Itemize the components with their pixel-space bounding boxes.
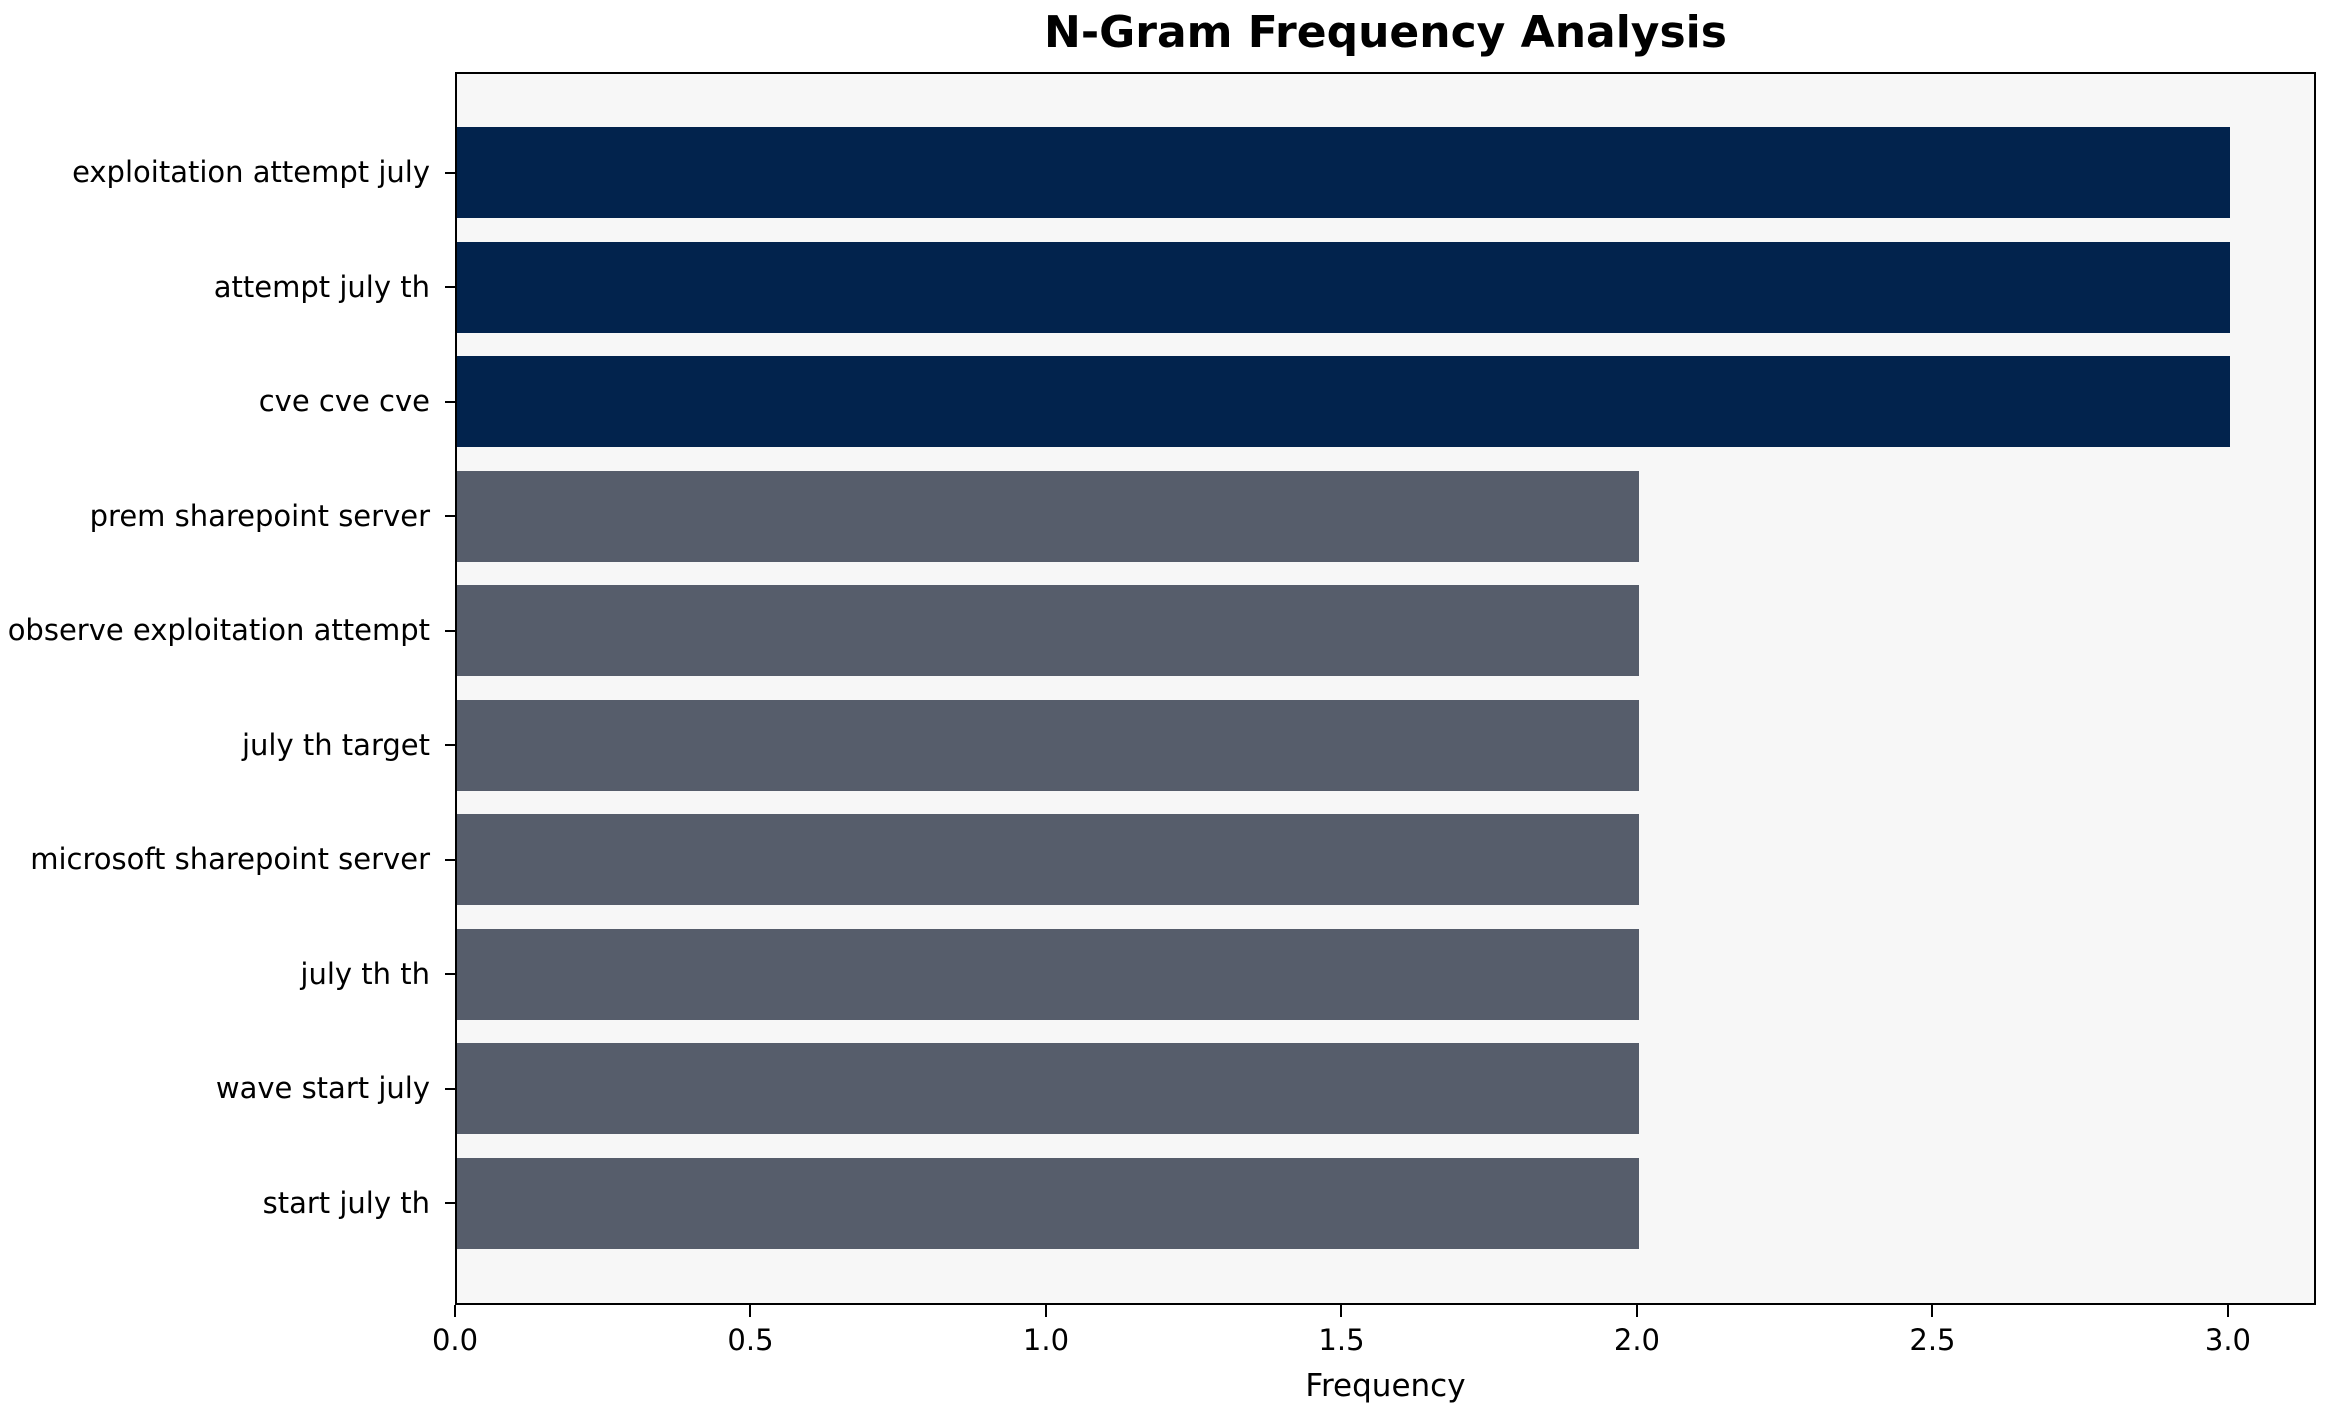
y-tick-mark xyxy=(445,1087,455,1090)
y-tick-mark xyxy=(445,171,455,174)
y-tick-label: attempt july th xyxy=(213,269,430,304)
y-tick-label: july th target xyxy=(241,727,430,762)
bar xyxy=(457,470,1639,562)
x-tick-label: 2.5 xyxy=(1909,1323,1956,1357)
x-tick-mark xyxy=(454,1305,456,1317)
bar xyxy=(457,241,2230,333)
x-tick-label: 3.0 xyxy=(2204,1323,2251,1357)
x-tick-mark xyxy=(1340,1305,1343,1317)
x-tick-label: 0.5 xyxy=(727,1323,774,1357)
x-tick-mark xyxy=(1931,1305,1934,1317)
x-tick-mark xyxy=(1044,1305,1047,1317)
bar xyxy=(457,1043,1639,1134)
chart-title: N-Gram Frequency Analysis xyxy=(1044,7,1727,58)
x-tick-mark xyxy=(1635,1305,1638,1317)
y-tick-mark xyxy=(445,1202,455,1204)
x-tick-mark xyxy=(2226,1305,2229,1317)
y-tick-label: observe exploitation attempt xyxy=(7,613,430,647)
y-tick-label: cve cve cve xyxy=(258,384,430,418)
bar xyxy=(457,699,1639,791)
bar xyxy=(457,1157,1639,1249)
y-tick-mark xyxy=(445,515,455,517)
plot-area xyxy=(455,72,2316,1305)
y-tick-label: microsoft sharepoint server xyxy=(30,842,430,876)
y-tick-label: prem sharepoint server xyxy=(89,498,430,533)
bar xyxy=(457,585,1639,676)
y-tick-mark xyxy=(445,629,455,632)
x-tick-label: 2.0 xyxy=(1613,1323,1661,1357)
x-tick-mark xyxy=(749,1305,752,1317)
bar xyxy=(457,814,1639,905)
bar xyxy=(457,356,2230,447)
y-tick-mark xyxy=(445,286,455,288)
y-tick-label: start july th xyxy=(262,1185,430,1220)
y-tick-label: exploitation attempt july xyxy=(72,155,430,189)
y-tick-label: wave start july xyxy=(215,1071,430,1105)
y-tick-label: july th th xyxy=(300,956,430,991)
y-tick-mark xyxy=(445,973,455,975)
y-tick-mark xyxy=(445,858,455,861)
y-tick-mark xyxy=(445,744,455,746)
x-tick-label: 0.0 xyxy=(431,1323,479,1357)
bar xyxy=(457,127,2230,218)
x-tick-label: 1.5 xyxy=(1318,1323,1365,1357)
y-tick-mark xyxy=(445,400,455,403)
bar xyxy=(457,928,1639,1020)
x-axis-title: Frequency xyxy=(1305,1368,1466,1404)
x-tick-label: 1.0 xyxy=(1022,1323,1070,1357)
